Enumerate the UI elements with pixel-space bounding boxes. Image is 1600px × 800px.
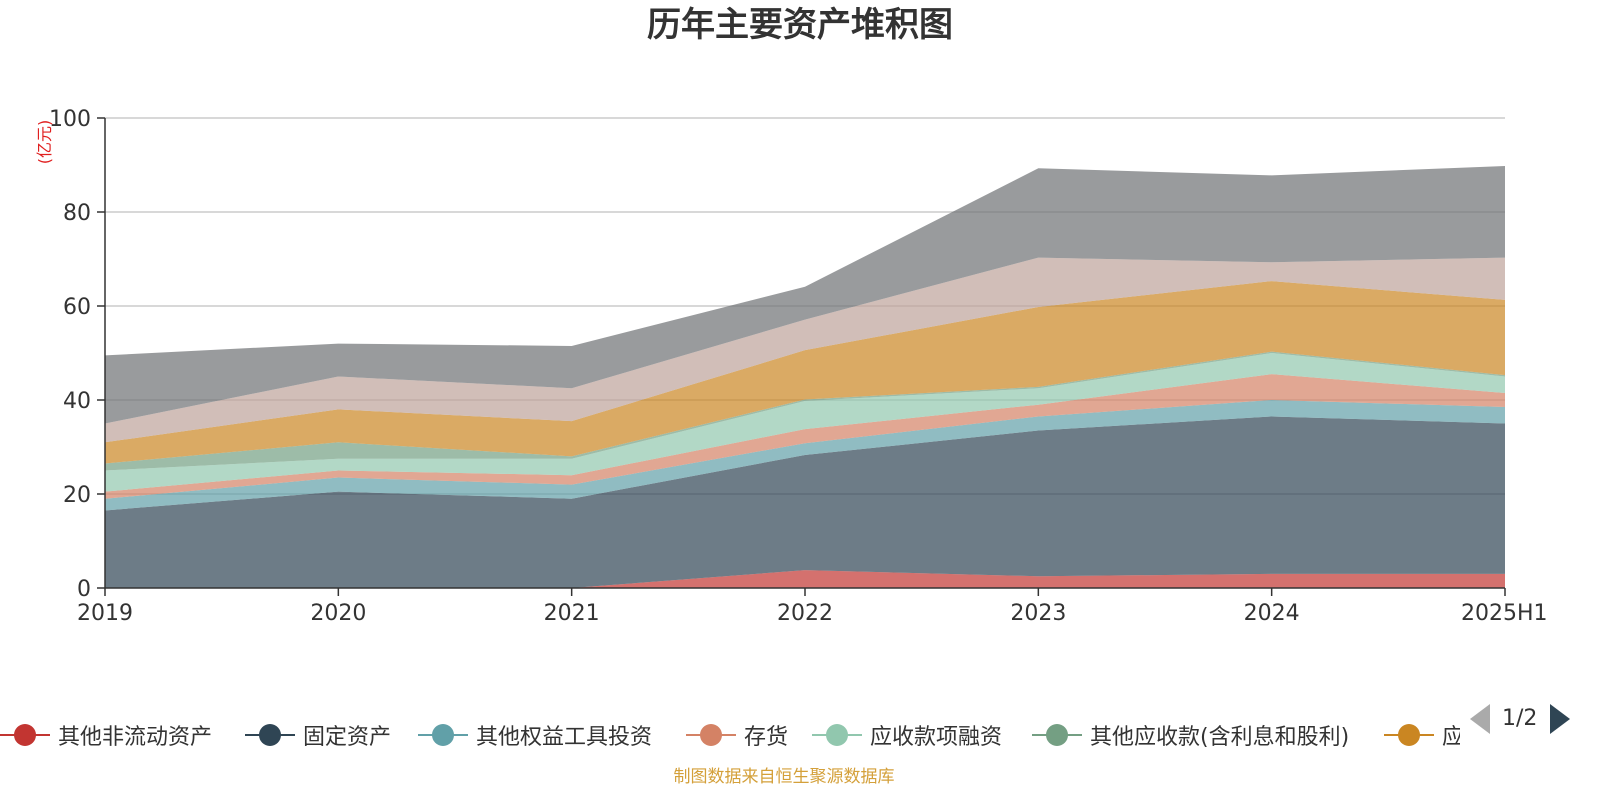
- x-tick-label: 2022: [777, 601, 833, 626]
- chart-title: 历年主要资产堆积图: [647, 5, 953, 45]
- y-tick-label: 20: [63, 483, 91, 508]
- area-series-1[interactable]: [105, 416, 1505, 588]
- legend-marker-icon: [245, 722, 295, 748]
- legend-item[interactable]: 其他权益工具投资: [418, 718, 652, 752]
- legend-marker-icon: [418, 722, 468, 748]
- y-tick-label: 80: [63, 201, 91, 226]
- x-tick-label: 2025H1: [1461, 601, 1548, 626]
- y-tick-label: 100: [49, 107, 91, 132]
- legend-marker-icon: [812, 722, 862, 748]
- x-tick-label: 2023: [1010, 601, 1066, 626]
- legend-prev-page-icon[interactable]: [1470, 704, 1490, 734]
- area-series-4[interactable]: [105, 353, 1505, 492]
- legend-marker-icon: [686, 722, 736, 748]
- stacked-area-chart: 0 20 40 60 80 100 2019 2020 2021 2022 2023 2024 2025…: [35, 107, 1548, 626]
- legend-next-page-icon[interactable]: [1550, 704, 1570, 734]
- y-axis-unit: (亿元): [35, 120, 54, 165]
- legend-page-indicator: 1/2: [1502, 706, 1538, 731]
- legend-marker-icon: [1032, 722, 1082, 748]
- area-series-6[interactable]: [105, 281, 1505, 464]
- legend-label: 应收账款: [1442, 725, 1460, 750]
- legend-label: 其他权益工具投资: [476, 725, 653, 750]
- data-source-note: 制图数据来自恒生聚源数据库: [673, 767, 895, 787]
- area-series-3[interactable]: [105, 374, 1505, 499]
- area-series-8[interactable]: [105, 165, 1505, 424]
- legend-item[interactable]: 固定资产: [245, 718, 391, 752]
- legend-label: 存货: [744, 725, 789, 750]
- x-tick-label: 2020: [310, 601, 366, 626]
- legend-item[interactable]: 应收款项融资: [812, 718, 1002, 752]
- legend-item[interactable]: 其他非流动资产: [0, 718, 212, 752]
- legend-label: 其他非流动资产: [58, 725, 213, 750]
- area-series-0[interactable]: [105, 570, 1505, 588]
- area-series-7[interactable]: [105, 257, 1505, 443]
- x-tick-label: 2021: [544, 601, 600, 626]
- axes: 0 20 40 60 80 100 2019 2020 2021 2022 2023 2024 2025…: [49, 107, 1548, 626]
- area-series: [105, 165, 1505, 588]
- y-tick-label: 60: [63, 295, 91, 320]
- area-series-2[interactable]: [105, 400, 1505, 511]
- legend-label: 其他应收款(含利息和股利): [1090, 725, 1350, 750]
- x-tick-label: 2024: [1244, 601, 1300, 626]
- x-tick-label: 2019: [77, 601, 133, 626]
- legend-item[interactable]: 应收账款: [1384, 718, 1460, 752]
- legend-label: 应收款项融资: [870, 725, 1003, 750]
- legend-marker-icon: [0, 722, 50, 748]
- y-tick-label: 0: [77, 577, 91, 602]
- legend-marker-icon: [1384, 722, 1434, 748]
- y-tick-label: 40: [63, 389, 91, 414]
- legend-item[interactable]: 存货: [686, 718, 788, 752]
- area-series-5[interactable]: [105, 351, 1505, 471]
- legend-label: 固定资产: [303, 725, 392, 750]
- legend: 其他非流动资产 固定资产 其他权益工具投资 存货 应收款项融资 其他应收款(含利息和股利)…: [0, 718, 1460, 752]
- legend-item[interactable]: 其他应收款(含利息和股利): [1032, 718, 1349, 752]
- legend-pager: 1/2: [1470, 704, 1600, 738]
